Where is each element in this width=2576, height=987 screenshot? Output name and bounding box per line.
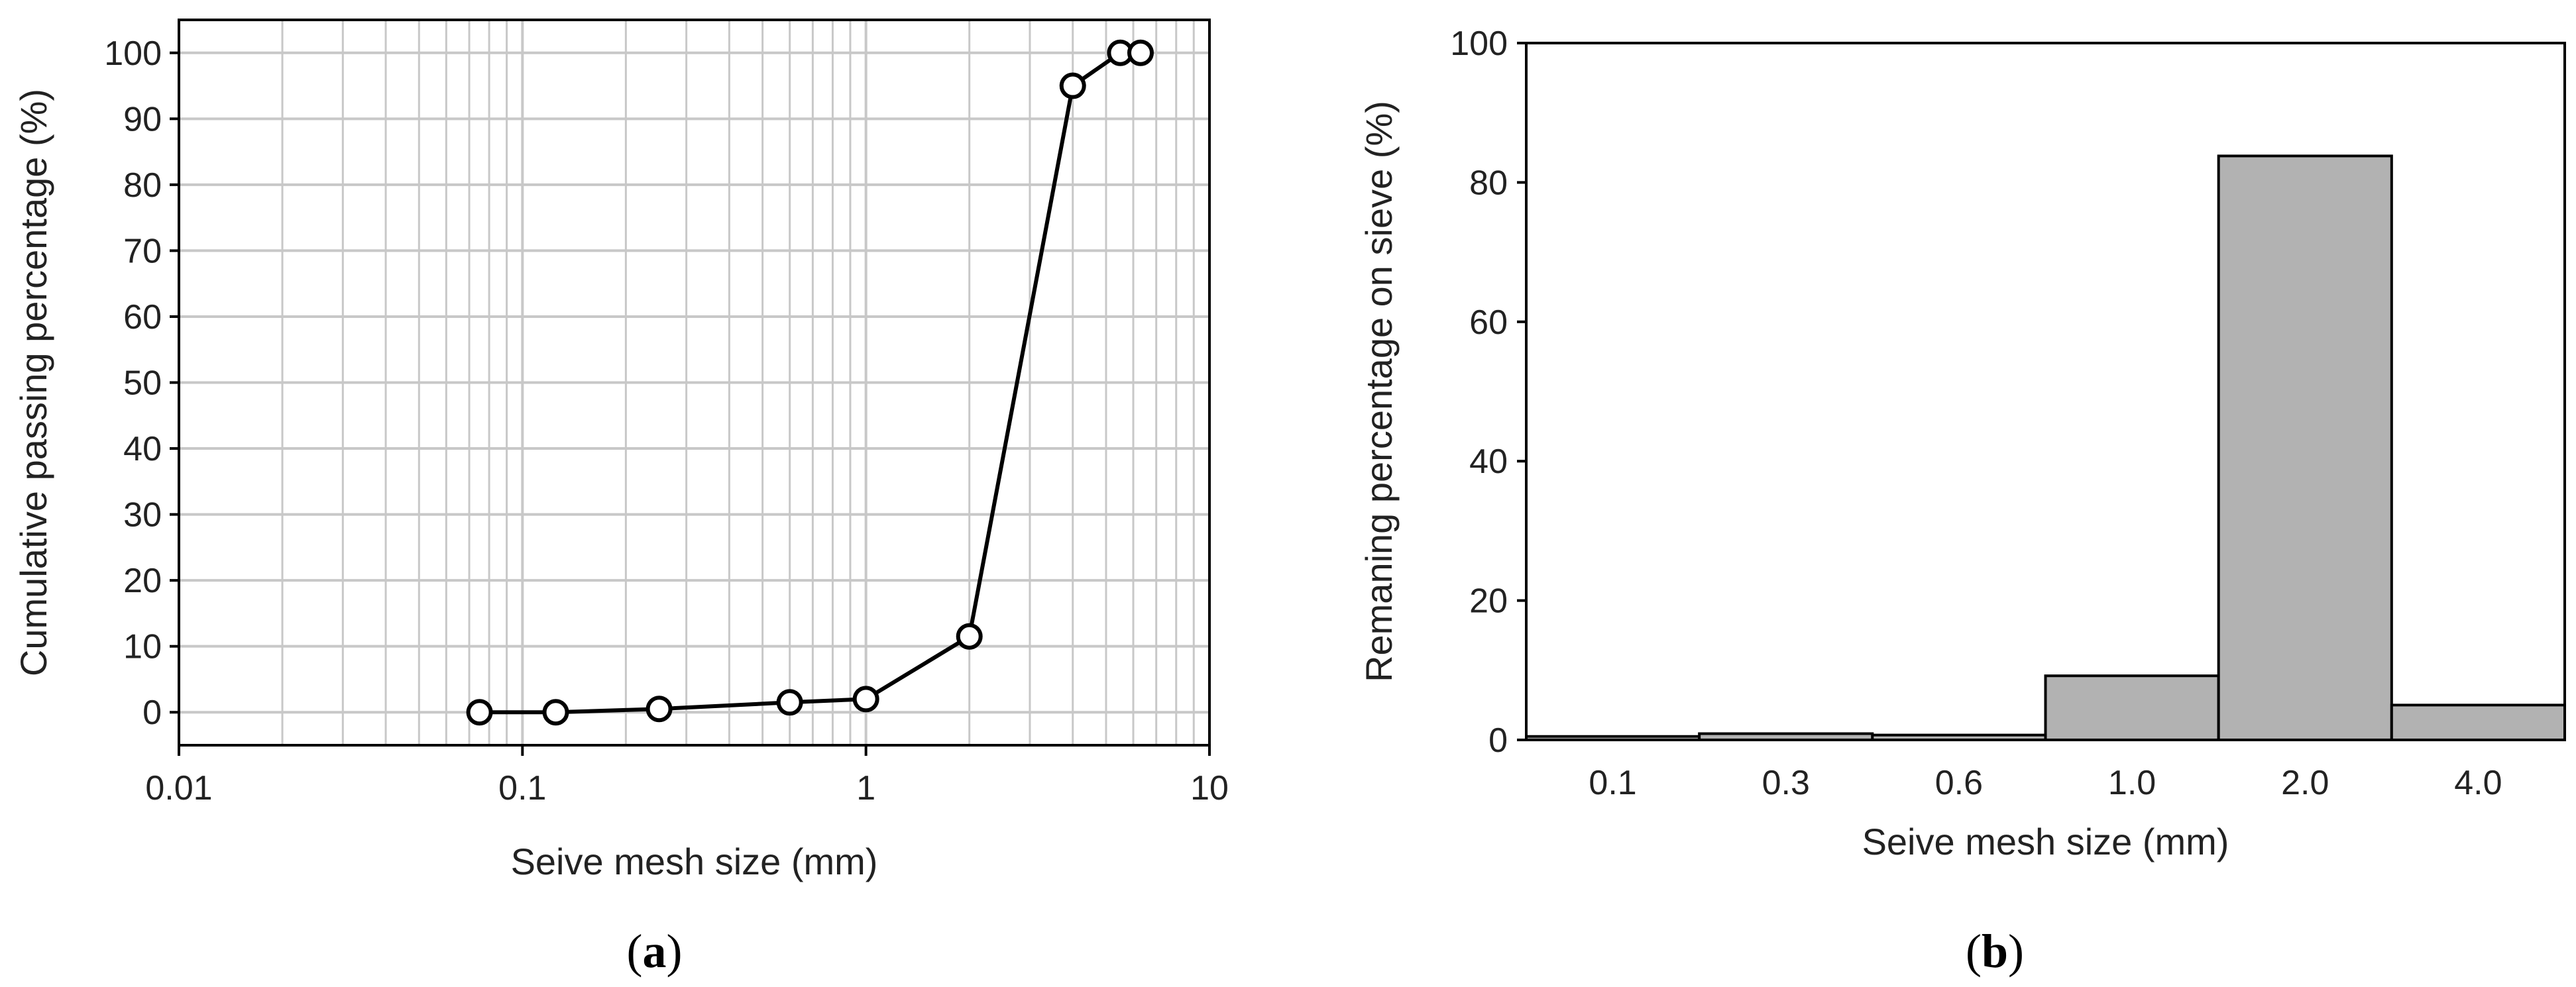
panel-letter-b: b [1982, 925, 2008, 978]
panel-label-b: (b) [1966, 925, 2024, 978]
y-axis-title-a: Cumulative passing percentage (%) [13, 89, 54, 676]
y-tick-label-a: 80 [123, 166, 162, 205]
y-tick-label-a: 20 [123, 562, 162, 600]
data-point [542, 699, 569, 726]
chart-a: 0 10 20 30 40 50 60 70 80 90 100 0.01 0.1 1 10 Seive me… [13, 19, 1229, 978]
data-point [956, 623, 983, 650]
y-tick-label-a: 0 [142, 694, 162, 732]
y-tick-label-a: 90 [123, 100, 162, 138]
x-tick-label-a: 0.1 [498, 769, 546, 807]
x-tick-label-b: 1.0 [2108, 764, 2156, 802]
y-tick-label-b: 20 [1469, 582, 1508, 621]
y-tick-label-a: 70 [123, 232, 162, 270]
panel-letter-a: a [643, 925, 667, 978]
y-tick-label-b: 80 [1469, 164, 1508, 202]
y-tick-label-a: 60 [123, 298, 162, 337]
data-point [852, 686, 879, 713]
x-tick-label-b: 4.0 [2454, 764, 2502, 802]
y-axis-title-b: Remaning percentage on sieve (%) [1358, 101, 1400, 682]
y-tick-label-a: 40 [123, 430, 162, 468]
y-tick-label-a: 100 [104, 34, 162, 73]
x-axis-title-a: Seive mesh size (mm) [511, 841, 878, 882]
x-tick-label-a: 0.01 [145, 769, 212, 807]
data-point [1127, 39, 1154, 66]
y-tick-label-a: 10 [123, 628, 162, 666]
y-tick-label-b: 0 [1488, 721, 1508, 760]
y-tick-label-a: 50 [123, 364, 162, 403]
plot-frame-b [1525, 42, 2566, 741]
x-tick-label-a: 10 [1190, 769, 1229, 807]
bar [2044, 674, 2220, 741]
data-point [776, 689, 803, 716]
y-tick-label-b: 60 [1469, 303, 1508, 342]
y-tick-label-b: 40 [1469, 442, 1508, 481]
data-point [645, 696, 673, 723]
x-tick-label-b: 0.1 [1589, 764, 1636, 802]
y-tick-label-a: 30 [123, 496, 162, 535]
x-axis-title-b: Seive mesh size (mm) [1862, 821, 2229, 862]
panel-label-a: (a) [627, 925, 683, 978]
y-tick-label-b: 100 [1450, 25, 1508, 63]
bar [2217, 154, 2393, 741]
x-tick-label-b: 0.3 [1762, 764, 1810, 802]
bar [2390, 703, 2566, 742]
x-tick-label-a: 1 [856, 769, 875, 807]
x-tick-label-b: 0.6 [1935, 764, 1983, 802]
x-tick-label-b: 2.0 [2281, 764, 2329, 802]
data-point [1059, 72, 1086, 99]
chart-b: 0 20 40 60 80 100 0.1 0.3 0.6 1.0 2.0 4.0 Seive mesh… [1358, 25, 2566, 978]
data-point [466, 699, 493, 726]
